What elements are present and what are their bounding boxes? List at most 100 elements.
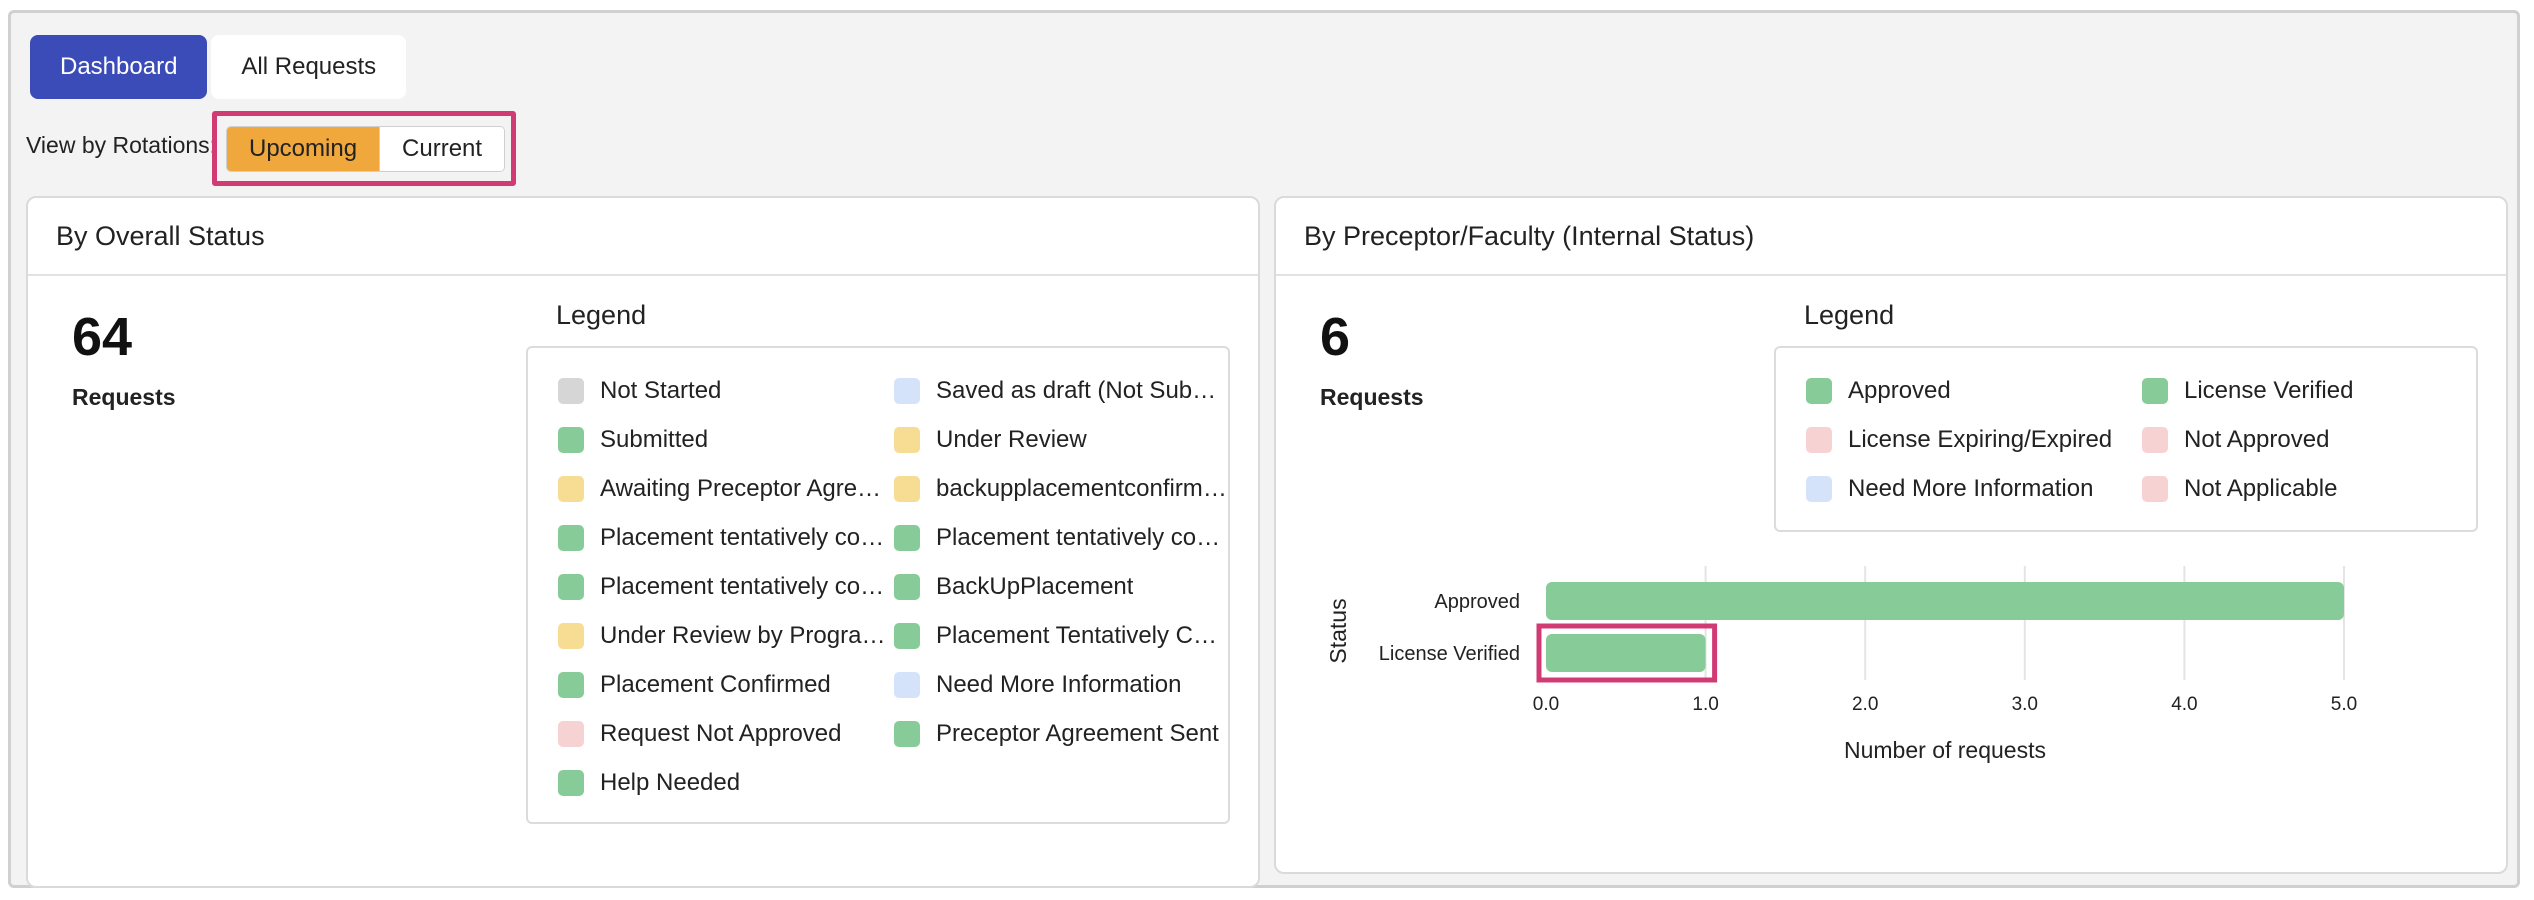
chart-x-tick-label: 4.0 bbox=[2171, 694, 2197, 715]
legend-label: Under Review bbox=[936, 425, 1087, 453]
overall-status-card: By Overall Status 64 Requests Legend Not… bbox=[26, 196, 1260, 888]
overall-legend-item: Submitted bbox=[558, 415, 894, 464]
legend-label: Submitted bbox=[600, 425, 709, 453]
preceptor-status-title: By Preceptor/Faculty (Internal Status) bbox=[1276, 198, 2506, 276]
overall-legend-item: Under Review bbox=[894, 415, 1228, 464]
overall-legend-item: Request Not Approved bbox=[558, 709, 894, 758]
preceptor-legend-item: Not Approved bbox=[2142, 415, 2476, 464]
legend-swatch bbox=[558, 377, 584, 404]
chart-x-tick-labels: 0.0 1.0 2.0 3.0 4.0 5.0 bbox=[1533, 694, 2357, 715]
legend-label: Under Review by Program… bbox=[600, 621, 894, 649]
legend-swatch bbox=[2142, 426, 2168, 453]
chart-x-tick-label: 0.0 bbox=[1533, 694, 1559, 715]
status-bar-chart: Approved License Verified 0.0 1.0 2.0 3.0 4.0… bbox=[1325, 566, 2357, 763]
legend-swatch bbox=[558, 475, 584, 502]
chart-y-axis-label: Status bbox=[1325, 598, 1351, 663]
chart-x-tick-label: 1.0 bbox=[1692, 694, 1718, 715]
upcoming-toggle-button[interactable]: Upcoming bbox=[227, 127, 380, 171]
overall-legend-item: Preceptor Agreement Sent bbox=[894, 709, 1228, 758]
legend-label: Placement tentatively con… bbox=[936, 523, 1228, 551]
legend-swatch bbox=[1806, 475, 1832, 502]
overall-legend-item: BackUpPlacement bbox=[894, 562, 1228, 611]
legend-label: Need More Information bbox=[936, 670, 1182, 698]
legend-swatch bbox=[558, 524, 584, 551]
current-toggle-button[interactable]: Current bbox=[379, 127, 505, 171]
tab-bar: Dashboard All Requests bbox=[30, 35, 407, 99]
chart-bars bbox=[1546, 582, 2344, 672]
legend-swatch bbox=[1806, 377, 1832, 404]
overall-legend-item: Awaiting Preceptor Agree… bbox=[558, 464, 894, 513]
legend-label: Not Approved bbox=[2184, 425, 2330, 453]
legend-swatch bbox=[894, 671, 920, 698]
legend-label: Saved as draft (Not Submi… bbox=[936, 376, 1228, 404]
overall-legend: Not Started Saved as draft (Not Submi… Sub… bbox=[526, 346, 1230, 824]
legend-swatch bbox=[558, 622, 584, 649]
legend-label: Placement Tentatively Co… bbox=[936, 621, 1228, 649]
license-verified-bar-highlight bbox=[1536, 623, 1718, 683]
overall-legend-item: Placement tentatively con… bbox=[558, 562, 894, 611]
chart-category-label: License Verified bbox=[1379, 643, 1520, 665]
overall-legend-item: Need More Information bbox=[894, 660, 1228, 709]
legend-label: Placement tentatively con… bbox=[600, 523, 894, 551]
overall-legend-item: Placement Confirmed bbox=[558, 660, 894, 709]
overall-legend-item: Under Review by Program… bbox=[558, 611, 894, 660]
tab-dashboard[interactable]: Dashboard bbox=[30, 35, 208, 99]
legend-swatch bbox=[558, 573, 584, 600]
preceptor-legend-grid: Approved License Verified License Expiring… bbox=[1806, 366, 2476, 513]
legend-swatch bbox=[1806, 426, 1832, 453]
overall-legend-title: Legend bbox=[556, 300, 647, 330]
legend-label: Awaiting Preceptor Agree… bbox=[600, 474, 894, 502]
legend-swatch bbox=[558, 671, 584, 698]
legend-swatch bbox=[894, 377, 920, 404]
legend-swatch bbox=[894, 426, 920, 453]
legend-swatch bbox=[2142, 475, 2168, 502]
chart-bar[interactable] bbox=[1546, 634, 1706, 672]
chart-x-tick-label: 3.0 bbox=[2012, 694, 2038, 715]
legend-label: Need More Information bbox=[1848, 474, 2094, 502]
overall-legend-item: Not Started bbox=[558, 366, 894, 415]
chart-x-tick-label: 5.0 bbox=[2331, 694, 2357, 715]
overall-legend-item: Placement Tentatively Co… bbox=[894, 611, 1228, 660]
preceptor-legend-item: Need More Information bbox=[1806, 464, 2142, 513]
overall-legend-item: Saved as draft (Not Submi… bbox=[894, 366, 1228, 415]
overall-legend-item: Placement tentatively con… bbox=[558, 513, 894, 562]
preceptor-requests-label: Requests bbox=[1320, 384, 1424, 410]
legend-label: Placement Confirmed bbox=[600, 670, 831, 698]
overall-requests-label: Requests bbox=[72, 384, 176, 410]
legend-swatch bbox=[894, 475, 920, 502]
legend-label: Help Needed bbox=[600, 768, 741, 796]
preceptor-legend-item: Approved bbox=[1806, 366, 2142, 415]
legend-swatch bbox=[558, 720, 584, 747]
overall-legend-item: Placement tentatively con… bbox=[894, 513, 1228, 562]
rotation-toggle: Upcoming Current bbox=[226, 126, 506, 172]
tab-all-requests[interactable]: All Requests bbox=[211, 35, 407, 99]
legend-label: License Verified bbox=[2184, 376, 2354, 404]
legend-swatch bbox=[894, 573, 920, 600]
legend-label: Preceptor Agreement Sent bbox=[936, 719, 1219, 747]
legend-swatch bbox=[894, 622, 920, 649]
legend-label: Approved bbox=[1848, 376, 1951, 404]
chart-x-axis-label: Number of requests bbox=[1844, 737, 2046, 763]
preceptor-request-count: 6 bbox=[1320, 307, 1351, 367]
overall-legend-item: Help Needed bbox=[558, 758, 894, 807]
legend-label: License Expiring/Expired bbox=[1848, 425, 2113, 453]
preceptor-legend: Approved License Verified License Expiring… bbox=[1774, 346, 2478, 532]
preceptor-legend-item: Not Applicable bbox=[2142, 464, 2476, 513]
overall-status-title: By Overall Status bbox=[28, 198, 1258, 276]
legend-swatch bbox=[894, 524, 920, 551]
rotations-label: View by Rotations: bbox=[26, 132, 217, 158]
legend-swatch bbox=[894, 720, 920, 747]
chart-category-labels: Approved License Verified bbox=[1379, 591, 1520, 665]
legend-swatch bbox=[2142, 377, 2168, 404]
preceptor-status-card: By Preceptor/Faculty (Internal Status) 6… bbox=[1274, 196, 2508, 874]
overall-request-count: 64 bbox=[72, 307, 133, 367]
chart-category-label: Approved bbox=[1434, 591, 1520, 613]
legend-label: BackUpPlacement bbox=[936, 572, 1134, 600]
legend-label: backupplacementconfirmed bbox=[936, 474, 1228, 502]
rotation-toggle-highlight bbox=[212, 111, 516, 186]
legend-swatch bbox=[558, 769, 584, 796]
legend-label: Placement tentatively con… bbox=[600, 572, 894, 600]
overall-legend-grid: Not Started Saved as draft (Not Submi… Sub… bbox=[558, 366, 1228, 807]
chart-bar[interactable] bbox=[1546, 582, 2344, 620]
preceptor-legend-item: License Expiring/Expired bbox=[1806, 415, 2142, 464]
